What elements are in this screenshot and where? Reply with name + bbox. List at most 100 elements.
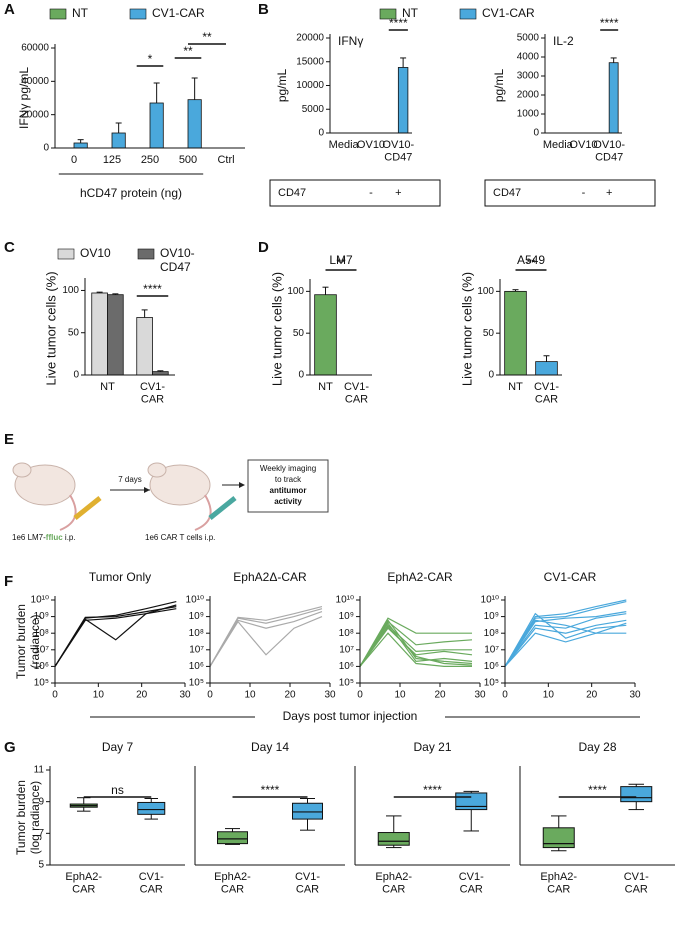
text-line: CAR xyxy=(296,884,319,896)
y-tick-label: 2000 xyxy=(517,90,540,101)
text-line: CV1- xyxy=(295,871,320,883)
legend-label: NT xyxy=(72,6,89,20)
text-line: CAR xyxy=(345,394,368,406)
table-cell: - xyxy=(369,187,373,199)
chart-title: IFNγ xyxy=(338,34,363,48)
y-axis-label: Live tumor cells (%) xyxy=(269,272,284,386)
box xyxy=(620,786,653,803)
x-tick-label: CV1-CAR xyxy=(534,381,559,406)
syringe xyxy=(73,496,102,520)
text-line: CAR xyxy=(141,394,164,406)
text-line: CV1- xyxy=(624,871,649,883)
y-axis-label: Tumor burden(radiance) xyxy=(14,604,42,679)
bar xyxy=(152,371,169,376)
x-tick-label: OV10 xyxy=(357,139,385,151)
x-tick-label: Media xyxy=(543,139,574,151)
sig-label: **** xyxy=(261,783,280,797)
box xyxy=(542,827,575,849)
interval-label: 7 days xyxy=(118,475,142,484)
legend-swatch xyxy=(379,8,397,20)
box-text: activity xyxy=(274,497,302,506)
bar xyxy=(504,290,527,376)
x-tick-label: 250 xyxy=(141,154,159,166)
x-tick-label: EphA2-CAR xyxy=(214,871,251,896)
x-tick-label: EphA2-CAR xyxy=(540,871,577,896)
bar xyxy=(136,317,153,376)
y-tick-label: 10⁶ xyxy=(484,661,499,672)
y-tick-label: 9 xyxy=(38,796,44,807)
legend-swatch xyxy=(137,248,155,260)
panel-label: E xyxy=(4,431,14,448)
text-line: (radiance) xyxy=(28,614,42,668)
panel-label: B xyxy=(258,1,269,18)
text-line: CAR xyxy=(140,884,163,896)
bar xyxy=(187,99,202,149)
y-axis-label: pg/mL xyxy=(492,69,506,103)
legend-swatch xyxy=(57,248,75,260)
x-tick-label: OV10 xyxy=(569,139,597,151)
sig-label: ** xyxy=(526,256,536,270)
x-tick-label: NT xyxy=(508,381,523,393)
y-tick-label: 10⁶ xyxy=(339,661,354,672)
arrowhead xyxy=(239,482,245,488)
y-tick-label: 10⁸ xyxy=(484,628,499,639)
y-axis-label: IFNγ pg/mL xyxy=(17,67,31,129)
bar xyxy=(535,361,558,376)
bar xyxy=(111,132,126,149)
x-tick-label: 30 xyxy=(179,690,191,701)
sig-label: **** xyxy=(588,783,607,797)
bar xyxy=(107,294,124,376)
y-axis-label: Live tumor cells (%) xyxy=(459,272,474,386)
x-tick-label: OV10-CD47 xyxy=(382,139,414,164)
line xyxy=(359,627,473,667)
line xyxy=(54,604,177,667)
y-tick-label: 10⁵ xyxy=(484,678,499,689)
line xyxy=(504,619,627,667)
line xyxy=(504,612,627,667)
legend-swatch xyxy=(129,8,147,20)
y-tick-label: 10¹⁰ xyxy=(31,595,49,606)
y-tick-label: 10⁶ xyxy=(189,661,204,672)
syringe xyxy=(208,496,237,520)
box-text: antitumor xyxy=(270,486,307,495)
injection-part: i.p. xyxy=(63,533,76,542)
y-tick-label: 20000 xyxy=(21,109,49,120)
x-tick-label: CV1-CAR xyxy=(459,871,484,896)
x-tick-label: CV1-CAR xyxy=(295,871,320,896)
text-line: EphA2- xyxy=(540,871,577,883)
x-tick-label: Media xyxy=(329,139,360,151)
text-line: OV10- xyxy=(382,139,414,151)
y-tick-label: 20000 xyxy=(296,33,324,44)
box-text: to track xyxy=(275,475,302,484)
text-line: CAR xyxy=(625,884,648,896)
text-line: CD47 xyxy=(160,260,191,274)
y-tick-label: 5 xyxy=(38,860,44,871)
sig-label: ** xyxy=(202,30,212,44)
legend-swatch xyxy=(459,8,477,20)
injection-part: 1e6 LM7- xyxy=(12,533,46,542)
table-cell: CD47 xyxy=(278,187,306,199)
line xyxy=(504,601,627,667)
box xyxy=(292,802,323,820)
chart-title: Tumor Only xyxy=(89,570,151,584)
mouse-body xyxy=(14,464,76,506)
sig-label: **** xyxy=(389,16,408,30)
bar xyxy=(149,102,164,149)
y-tick-label: 10⁹ xyxy=(189,611,204,622)
y-tick-label: 60000 xyxy=(21,43,49,54)
x-tick-label: 30 xyxy=(324,690,336,701)
y-tick-label: 10¹⁰ xyxy=(186,595,204,606)
legend-label: CV1-CAR xyxy=(152,6,205,20)
y-tick-label: 10⁸ xyxy=(189,628,204,639)
x-tick-label: 0 xyxy=(357,690,363,701)
y-tick-label: 10⁷ xyxy=(189,644,204,655)
x-axis-label: hCD47 protein (ng) xyxy=(80,186,182,200)
text-line: (log radiance) xyxy=(28,781,42,854)
schematic xyxy=(12,459,329,531)
x-tick-label: 125 xyxy=(103,154,121,166)
sig-label: **** xyxy=(423,783,442,797)
bar xyxy=(91,292,108,376)
y-tick-label: 10⁵ xyxy=(34,678,49,689)
text-line: CAR xyxy=(221,884,244,896)
